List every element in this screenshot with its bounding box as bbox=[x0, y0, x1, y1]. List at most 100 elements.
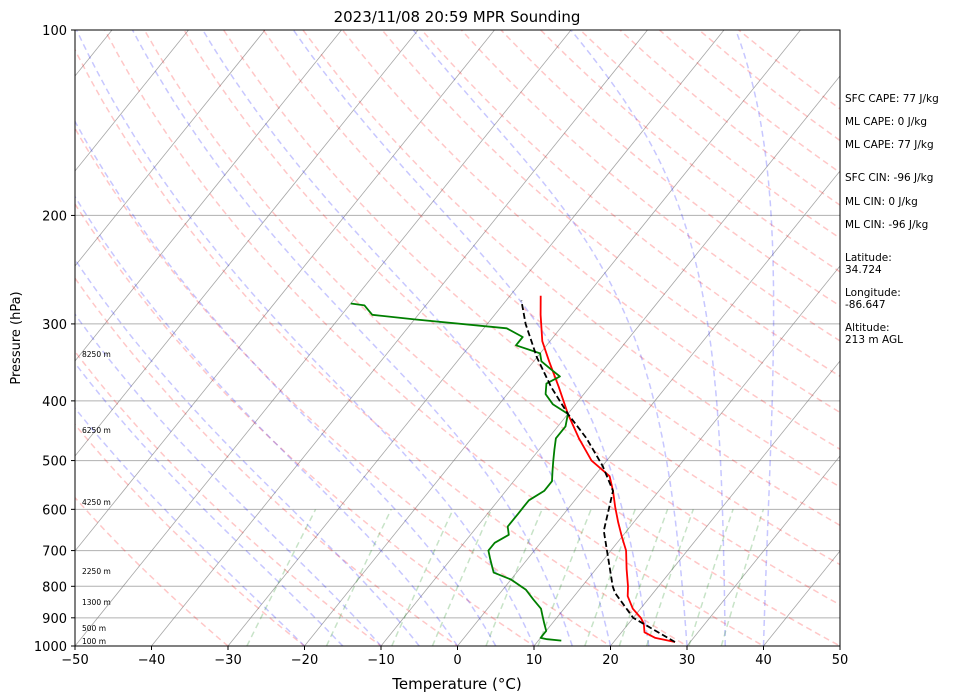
x-tick-label: 10 bbox=[526, 653, 543, 668]
isotherm-line bbox=[610, 360, 840, 646]
dry-adiabat-line bbox=[183, 30, 840, 606]
mixing-ratio-line bbox=[485, 509, 543, 646]
mixing-ratio-line bbox=[537, 509, 592, 646]
moist-adiabat-line bbox=[570, 30, 727, 646]
dry-adiabat-line bbox=[222, 30, 840, 566]
stat-longitude-value: -86.647 bbox=[845, 299, 886, 311]
dry-adiabat-line bbox=[421, 30, 840, 378]
isotherm-line bbox=[75, 30, 266, 267]
height-label: 1300 m bbox=[82, 598, 111, 607]
dry-adiabat-line bbox=[104, 30, 766, 646]
x-tick-label: −30 bbox=[214, 653, 241, 668]
mixing-ratio-line bbox=[618, 509, 669, 646]
dry-adiabat-line bbox=[500, 30, 840, 307]
stat-ml-cin-2: ML CIN: -96 J/kg bbox=[845, 219, 929, 231]
isotherm-line bbox=[457, 170, 840, 646]
moist-adiabat-line bbox=[412, 30, 688, 646]
stat-latitude-value: 34.724 bbox=[845, 264, 882, 276]
x-tick-label: −40 bbox=[138, 653, 165, 668]
moist-adiabat-line bbox=[75, 258, 420, 646]
mixing-ratio-line bbox=[584, 509, 636, 646]
moist-adiabat-line bbox=[75, 119, 497, 646]
x-tick-label: 0 bbox=[453, 653, 461, 668]
dry-adiabat-line bbox=[75, 48, 689, 646]
mixing-ratio-line bbox=[246, 508, 317, 646]
dry-adiabat-line bbox=[262, 30, 840, 527]
y-tick-label: 300 bbox=[42, 318, 67, 333]
x-axis-label: Temperature (°C) bbox=[391, 675, 521, 693]
stat-longitude-label: Longitude: bbox=[845, 287, 901, 299]
dry-adiabat-line bbox=[75, 496, 230, 646]
stat-latitude-label: Latitude: bbox=[845, 252, 892, 264]
dry-adiabat-line bbox=[75, 202, 536, 646]
dry-adiabat-line bbox=[75, 350, 383, 646]
isotherm-line bbox=[75, 30, 419, 457]
isotherm-line bbox=[75, 30, 342, 362]
moist-adiabat-line bbox=[75, 407, 306, 646]
chart-title: 2023/11/08 20:59 MPR Sounding bbox=[334, 8, 581, 26]
y-tick-label: 900 bbox=[42, 612, 67, 627]
isotherm-line bbox=[75, 30, 495, 552]
x-tick-label: −50 bbox=[61, 653, 88, 668]
stat-ml-cin: ML CIN: 0 J/kg bbox=[845, 196, 918, 208]
y-tick-label: 200 bbox=[42, 209, 67, 224]
height-label: 500 m bbox=[82, 624, 106, 633]
x-tick-label: −10 bbox=[367, 653, 394, 668]
mixing-ratio-line bbox=[431, 508, 493, 646]
mixing-ratio-line bbox=[645, 509, 695, 646]
moist-adiabat-line bbox=[75, 312, 382, 646]
y-tick-label: 100 bbox=[42, 24, 67, 39]
dry-adiabat-line bbox=[75, 126, 612, 646]
height-label: 8250 m bbox=[82, 350, 111, 359]
height-label: 4250 m bbox=[82, 498, 111, 507]
y-tick-label: 700 bbox=[42, 545, 67, 560]
stat-ml-cape-2: ML CAPE: 77 J/kg bbox=[845, 139, 934, 151]
y-tick-label: 400 bbox=[42, 395, 67, 410]
isotherm-line bbox=[380, 75, 840, 646]
isotherm-line bbox=[304, 30, 801, 646]
isotherm-line bbox=[533, 265, 840, 646]
y-axis-label: Pressure (hPa) bbox=[9, 291, 24, 384]
x-tick-label: −20 bbox=[291, 653, 318, 668]
stat-altitude-label: Altitude: bbox=[845, 322, 890, 334]
stat-sfc-cin: SFC CIN: -96 J/kg bbox=[845, 172, 934, 184]
y-tick-label: 500 bbox=[42, 455, 67, 470]
dry-adiabat-line bbox=[75, 276, 459, 646]
stat-ml-cape: ML CAPE: 0 J/kg bbox=[845, 116, 928, 128]
height-label: 100 m bbox=[82, 637, 106, 646]
dry-adiabat-line bbox=[460, 30, 840, 342]
stat-altitude-value: 213 m AGL bbox=[845, 334, 903, 346]
mixing-ratio-line bbox=[391, 508, 454, 646]
moist-adiabat-line bbox=[202, 30, 612, 646]
moist-adiabat-line bbox=[75, 195, 459, 646]
moist-adiabat-line bbox=[131, 30, 573, 646]
mixing-ratio-line bbox=[720, 509, 765, 646]
temperature-line bbox=[539, 295, 676, 643]
isotherm-line bbox=[151, 30, 648, 646]
parcel-profile-line bbox=[520, 300, 676, 643]
y-tick-label: 600 bbox=[42, 503, 67, 518]
stat-sfc-cape: SFC CAPE: 77 J/kg bbox=[845, 93, 939, 105]
x-tick-label: 20 bbox=[602, 653, 619, 668]
y-tick-label: 1000 bbox=[34, 640, 67, 655]
dry-adiabat-line bbox=[341, 30, 840, 451]
dry-adiabat-line bbox=[143, 30, 840, 646]
moist-adiabat-line bbox=[75, 361, 344, 646]
dewpoint-line bbox=[350, 302, 569, 642]
height-label: 2250 m bbox=[82, 567, 111, 576]
y-tick-label: 800 bbox=[42, 580, 67, 595]
isotherm-line bbox=[75, 30, 572, 646]
dry-adiabat-line bbox=[302, 30, 840, 488]
x-tick-label: 50 bbox=[832, 653, 849, 668]
isotherm-line bbox=[686, 455, 840, 646]
mixing-ratio-line bbox=[325, 508, 392, 646]
moist-adiabat-line bbox=[735, 30, 775, 646]
dry-adiabat-line bbox=[75, 423, 306, 646]
isotherm-line bbox=[227, 30, 725, 646]
mixing-ratio-line bbox=[688, 509, 734, 646]
x-tick-label: 40 bbox=[755, 653, 772, 668]
x-tick-label: 30 bbox=[679, 653, 696, 668]
moist-adiabat-line bbox=[292, 30, 650, 646]
isotherm-line bbox=[75, 30, 189, 172]
